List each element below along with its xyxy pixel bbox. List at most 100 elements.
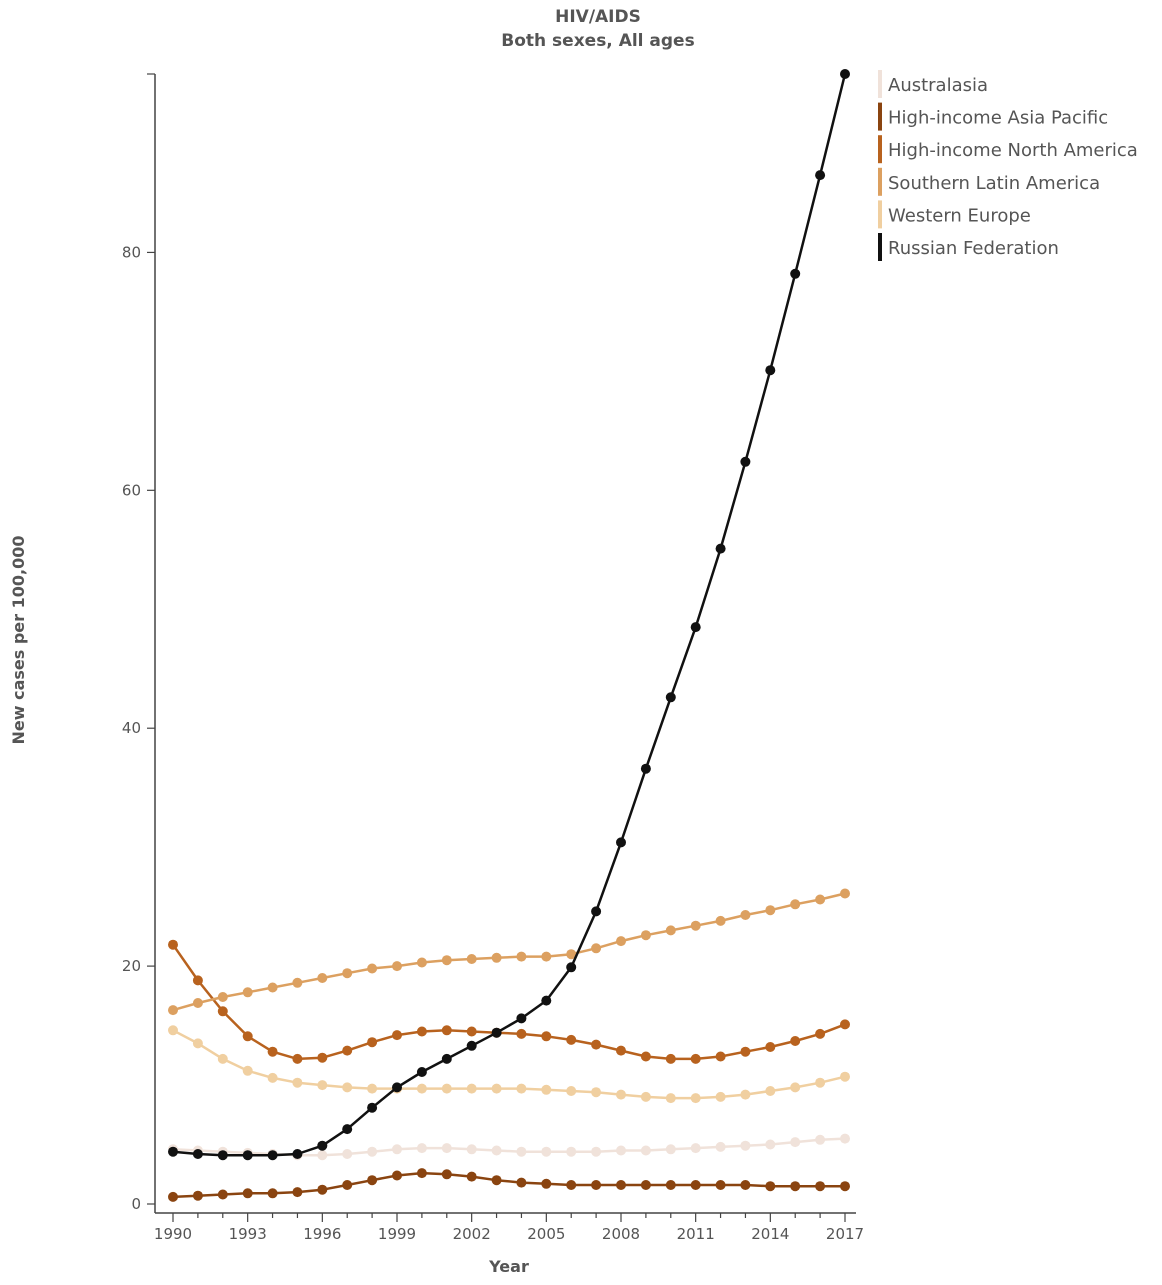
data-point[interactable] (168, 939, 178, 950)
data-point[interactable] (790, 1082, 801, 1093)
data-point[interactable] (765, 1181, 776, 1192)
data-point[interactable] (566, 1180, 577, 1190)
data-point[interactable] (416, 1143, 427, 1154)
data-point[interactable] (591, 1146, 602, 1157)
data-point[interactable] (690, 920, 701, 931)
data-point[interactable] (665, 1053, 676, 1064)
data-point[interactable] (217, 1189, 228, 1200)
data-point[interactable] (267, 982, 278, 993)
data-point[interactable] (242, 1188, 253, 1199)
data-point[interactable] (715, 543, 726, 554)
data-point[interactable] (516, 1028, 527, 1039)
data-point[interactable] (342, 1082, 353, 1093)
data-point[interactable] (640, 1051, 651, 1062)
legend-item[interactable]: High-income North America (878, 135, 1138, 164)
data-point[interactable] (516, 951, 527, 962)
data-point[interactable] (317, 973, 328, 983)
data-point[interactable] (516, 1177, 527, 1188)
data-point[interactable] (292, 1187, 303, 1198)
data-point[interactable] (342, 1045, 353, 1056)
data-point[interactable] (765, 905, 776, 916)
data-point[interactable] (267, 1072, 278, 1083)
data-point[interactable] (665, 925, 676, 936)
data-point[interactable] (640, 930, 651, 941)
data-point[interactable] (367, 1146, 378, 1157)
data-point[interactable] (840, 1181, 850, 1192)
data-point[interactable] (765, 365, 776, 376)
data-point[interactable] (491, 1145, 502, 1156)
data-point[interactable] (168, 1005, 178, 1016)
legend-item[interactable]: Russian Federation (878, 233, 1059, 261)
data-point[interactable] (715, 1141, 726, 1152)
data-point[interactable] (267, 1150, 278, 1161)
data-point[interactable] (342, 1149, 353, 1159)
data-point[interactable] (541, 995, 552, 1006)
data-point[interactable] (566, 1034, 577, 1045)
data-point[interactable] (665, 1180, 676, 1190)
data-point[interactable] (840, 888, 850, 899)
data-point[interactable] (367, 1083, 378, 1094)
data-point[interactable] (790, 1036, 801, 1046)
data-point[interactable] (690, 1143, 701, 1154)
data-point[interactable] (466, 1144, 477, 1155)
data-point[interactable] (441, 1143, 452, 1154)
data-point[interactable] (640, 1091, 651, 1102)
legend-item[interactable]: Australasia (878, 70, 988, 98)
data-point[interactable] (292, 977, 303, 988)
data-point[interactable] (292, 1053, 303, 1064)
data-point[interactable] (217, 1006, 228, 1017)
data-point[interactable] (317, 1150, 328, 1161)
data-point[interactable] (168, 1146, 178, 1157)
data-point[interactable] (740, 1046, 751, 1057)
data-point[interactable] (616, 1045, 626, 1056)
data-point[interactable] (765, 1086, 776, 1096)
data-point[interactable] (441, 1169, 452, 1180)
data-point[interactable] (367, 1037, 378, 1048)
data-point[interactable] (715, 915, 726, 926)
data-point[interactable] (640, 1180, 651, 1190)
data-point[interactable] (665, 1093, 676, 1104)
data-point[interactable] (242, 987, 253, 998)
data-point[interactable] (765, 1042, 776, 1052)
data-point[interactable] (491, 1083, 502, 1094)
data-point[interactable] (566, 1146, 577, 1157)
data-point[interactable] (192, 1149, 203, 1159)
data-point[interactable] (267, 1188, 278, 1199)
data-point[interactable] (541, 951, 552, 962)
data-point[interactable] (441, 1053, 452, 1064)
data-point[interactable] (267, 1046, 278, 1057)
data-point[interactable] (591, 906, 602, 917)
legend-item[interactable]: High-income Asia Pacific (878, 102, 1108, 131)
data-point[interactable] (466, 1026, 477, 1037)
data-point[interactable] (491, 1175, 502, 1186)
data-point[interactable] (616, 1180, 626, 1190)
data-point[interactable] (840, 1071, 850, 1082)
data-point[interactable] (392, 1170, 402, 1181)
data-point[interactable] (840, 1133, 850, 1144)
data-point[interactable] (367, 963, 378, 974)
legend-item[interactable]: Southern Latin America (878, 167, 1100, 196)
data-point[interactable] (640, 763, 651, 774)
data-point[interactable] (815, 1028, 826, 1039)
data-point[interactable] (665, 692, 676, 703)
data-point[interactable] (740, 910, 751, 920)
data-point[interactable] (840, 1019, 850, 1030)
data-point[interactable] (392, 961, 402, 972)
data-point[interactable] (715, 1180, 726, 1190)
data-point[interactable] (815, 1134, 826, 1145)
data-point[interactable] (616, 1089, 626, 1100)
data-point[interactable] (342, 1180, 353, 1190)
data-point[interactable] (217, 1150, 228, 1161)
data-point[interactable] (192, 1038, 203, 1049)
data-point[interactable] (416, 1168, 427, 1179)
data-point[interactable] (416, 1067, 427, 1077)
data-point[interactable] (690, 1053, 701, 1064)
data-point[interactable] (242, 1065, 253, 1076)
data-point[interactable] (466, 1171, 477, 1182)
data-point[interactable] (591, 1180, 602, 1190)
data-point[interactable] (367, 1175, 378, 1186)
data-point[interactable] (640, 1145, 651, 1156)
data-point[interactable] (392, 1082, 402, 1093)
data-point[interactable] (292, 1149, 303, 1159)
data-point[interactable] (317, 1140, 328, 1151)
